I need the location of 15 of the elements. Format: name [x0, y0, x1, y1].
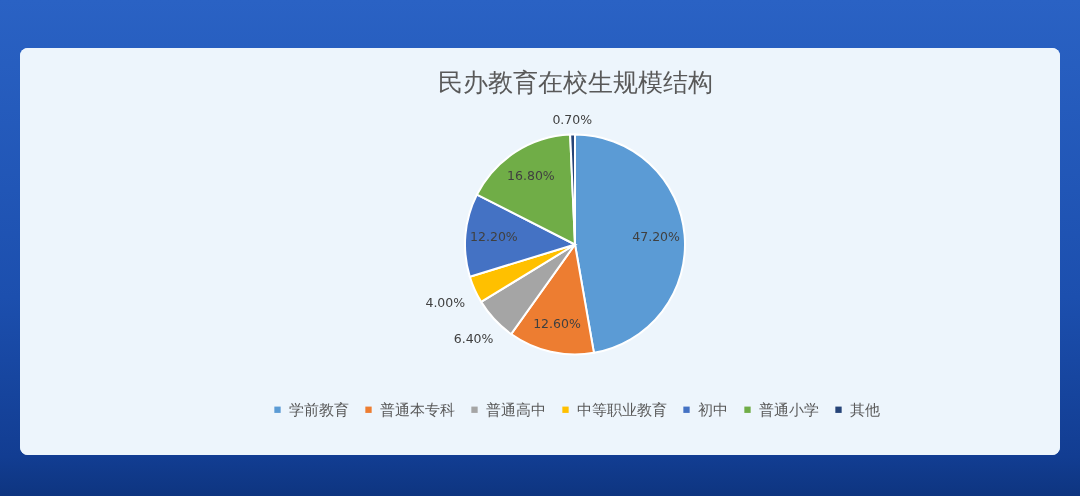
legend-label: 初中 [698, 400, 728, 419]
data-label: 47.20% [632, 229, 681, 245]
data-label: 0.70% [552, 112, 593, 128]
data-label: 12.20% [470, 229, 518, 245]
legend-label: 学前教育 [289, 400, 349, 419]
legend-label: 普通本专科 [380, 400, 455, 419]
legend-label: 普通高中 [486, 400, 546, 419]
legend-label: 普通小学 [759, 400, 819, 419]
data-label: 6.40% [453, 331, 494, 346]
data-label: 12.60% [533, 315, 581, 331]
legend-label: 其他 [850, 400, 880, 419]
legend-label: 中等职业教育 [577, 400, 667, 419]
data-label: 4.00% [425, 294, 466, 310]
data-label: 16.80% [507, 168, 555, 184]
chart-title: 民办教育在校生规模结构 [437, 67, 713, 97]
